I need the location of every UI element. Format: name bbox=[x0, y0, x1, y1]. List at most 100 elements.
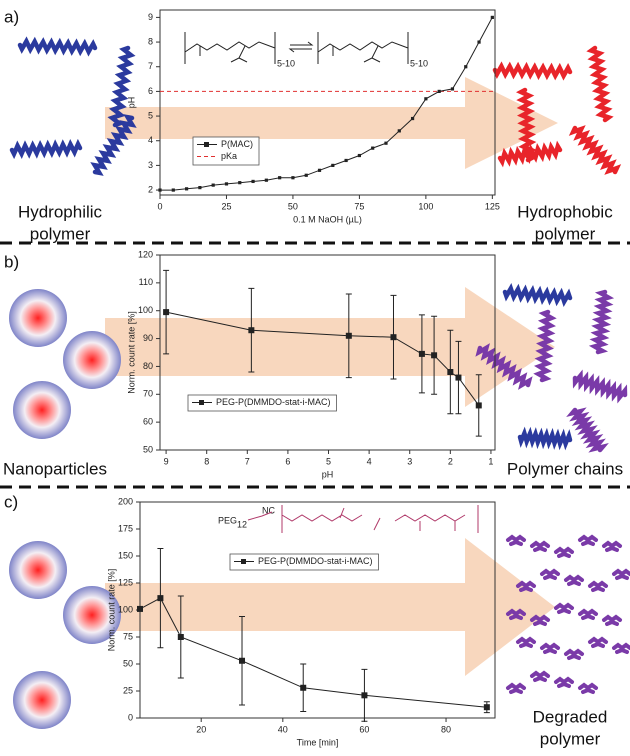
y-tick-label: 9 bbox=[148, 12, 153, 22]
polymer-chain bbox=[17, 36, 98, 57]
data-point bbox=[397, 129, 401, 133]
y-tick-label: 4 bbox=[148, 135, 153, 145]
data-point bbox=[264, 178, 268, 182]
structure-left bbox=[184, 32, 276, 64]
polymer-chain bbox=[588, 289, 615, 355]
polymer-chain bbox=[586, 45, 614, 123]
data-point bbox=[424, 97, 428, 101]
legend-label: P(MAC) bbox=[221, 139, 253, 149]
data-point bbox=[361, 692, 368, 699]
y-tick-label: 5 bbox=[148, 110, 153, 120]
data-point bbox=[304, 173, 308, 177]
polymer-chain bbox=[497, 140, 563, 168]
data-point bbox=[384, 141, 388, 145]
data-point bbox=[184, 187, 189, 191]
data-point bbox=[198, 186, 202, 190]
arrow bbox=[105, 77, 558, 169]
x-tick-label: 25 bbox=[221, 201, 231, 211]
polymer-chain bbox=[533, 309, 557, 383]
data-point bbox=[239, 657, 246, 664]
x-tick-label: 40 bbox=[278, 724, 288, 734]
data-point bbox=[171, 188, 175, 192]
series-line bbox=[160, 17, 493, 191]
x-tick-label: 75 bbox=[354, 201, 364, 211]
equilibrium-arrow bbox=[288, 41, 314, 53]
polymer-fragment bbox=[612, 642, 630, 654]
x-tick-label: 100 bbox=[418, 201, 433, 211]
polymer-fragment bbox=[540, 568, 560, 580]
data-point bbox=[371, 146, 375, 150]
data-point bbox=[345, 332, 352, 339]
arrow bbox=[105, 287, 555, 407]
nanoparticle bbox=[13, 381, 71, 439]
polymer-chain bbox=[572, 369, 628, 404]
legend-box bbox=[192, 136, 260, 166]
structure-right bbox=[317, 32, 409, 64]
polymer-chain bbox=[90, 114, 137, 176]
y-tick-label: 175 bbox=[118, 523, 133, 533]
data-point bbox=[450, 87, 455, 91]
polymer-chain bbox=[517, 426, 573, 451]
nanoparticle bbox=[9, 541, 67, 599]
polymer-chain bbox=[568, 125, 622, 175]
data-point bbox=[390, 334, 397, 341]
polymer-chain bbox=[475, 343, 533, 390]
data-point bbox=[278, 176, 282, 180]
y-tick-label: 125 bbox=[118, 577, 133, 587]
data-point bbox=[163, 309, 170, 316]
nanoparticle bbox=[63, 331, 121, 389]
legend-marker bbox=[204, 142, 209, 147]
y-tick-label: 110 bbox=[139, 277, 153, 287]
polymer-chain bbox=[566, 407, 609, 453]
data-point bbox=[418, 350, 425, 357]
plot-frame bbox=[159, 254, 496, 451]
polymer-fragment bbox=[530, 614, 550, 626]
y-tick-label: 6 bbox=[148, 86, 153, 96]
y-axis-label: Norm. count rate [%] bbox=[106, 569, 116, 652]
side-label: polymer bbox=[540, 729, 601, 748]
y-tick-label: 90 bbox=[143, 333, 153, 343]
data-point bbox=[490, 15, 494, 19]
polymer-chain bbox=[107, 45, 136, 128]
x-tick-label: 5 bbox=[326, 456, 331, 466]
legend-label: pKa bbox=[221, 151, 237, 161]
data-point bbox=[224, 182, 229, 186]
legend-marker bbox=[199, 400, 204, 405]
side-label: Hydrophilic bbox=[18, 202, 103, 221]
data-point bbox=[357, 153, 362, 158]
data-point bbox=[291, 176, 295, 180]
structure-label: NC bbox=[262, 505, 275, 515]
y-tick-label: 120 bbox=[138, 249, 153, 259]
polymer-fragment bbox=[516, 636, 536, 648]
data-point bbox=[158, 188, 162, 192]
polymer-fragment bbox=[540, 642, 560, 654]
y-tick-label: 100 bbox=[118, 604, 133, 614]
legend-box bbox=[187, 394, 337, 412]
legend-box bbox=[229, 553, 379, 571]
data-point bbox=[157, 595, 164, 602]
side-label: Hydrophobic bbox=[517, 202, 613, 221]
plot-frame bbox=[159, 9, 496, 196]
polymer-chain bbox=[515, 87, 538, 163]
structure bbox=[247, 505, 479, 533]
polymer-fragment bbox=[588, 636, 608, 648]
decorations bbox=[9, 36, 630, 729]
x-tick-label: 2 bbox=[448, 456, 453, 466]
data-point bbox=[431, 352, 438, 359]
y-tick-label: 50 bbox=[143, 444, 153, 454]
data-point bbox=[437, 89, 441, 93]
polymer-chain bbox=[492, 61, 573, 81]
polymer-fragment bbox=[530, 540, 550, 552]
panel-label: c) bbox=[4, 492, 18, 511]
y-tick-label: 70 bbox=[143, 389, 153, 399]
data-point bbox=[410, 116, 415, 121]
y-tick-label: 100 bbox=[138, 305, 153, 315]
polymer-fragment bbox=[516, 580, 536, 592]
x-axis-label: Time [min] bbox=[297, 737, 339, 747]
legend-marker bbox=[241, 559, 246, 564]
side-label: Polymer chains bbox=[507, 459, 623, 478]
x-tick-label: 4 bbox=[367, 456, 372, 466]
side-label: Nanoparticles bbox=[3, 459, 107, 478]
